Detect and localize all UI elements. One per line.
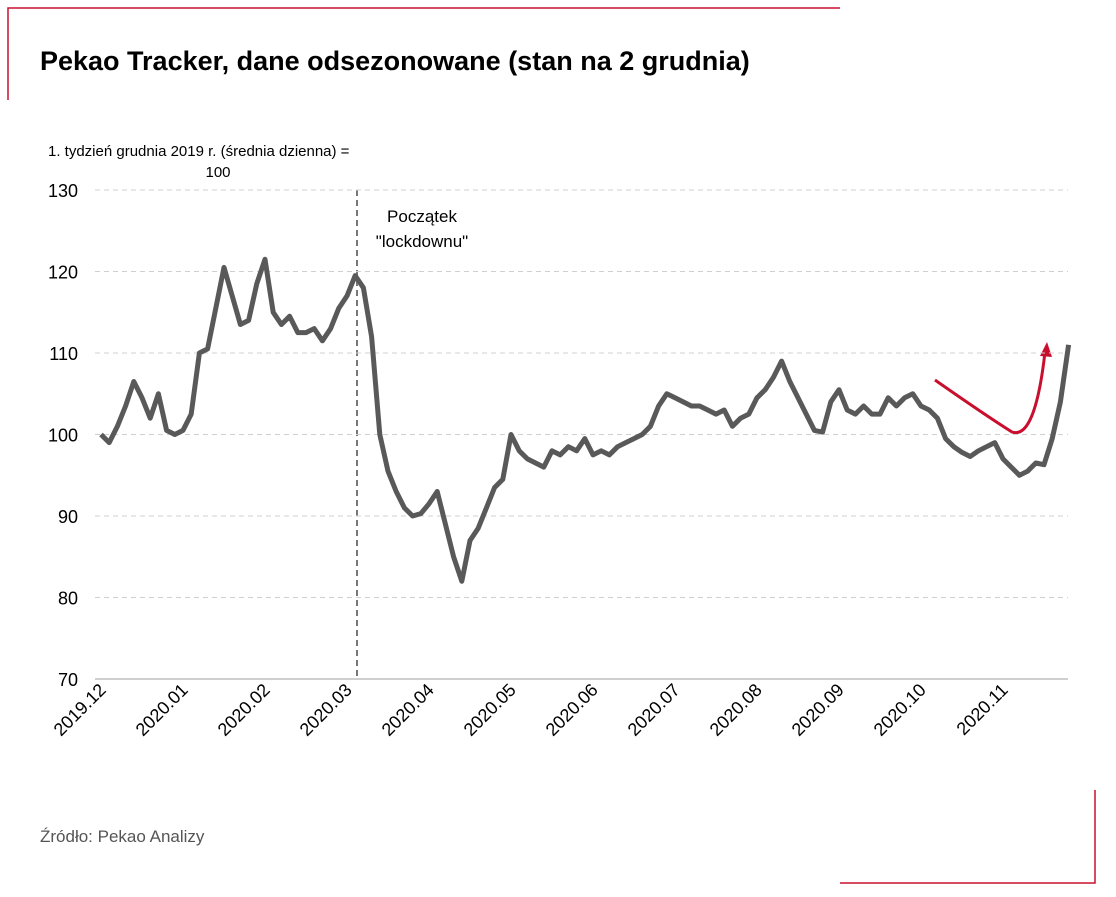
- y-tick-label: 90: [58, 507, 78, 527]
- y-tick-label: 110: [49, 344, 78, 364]
- source: Źródło: Pekao Analizy: [40, 827, 205, 846]
- x-tick-label: 2020.07: [624, 680, 684, 740]
- x-tick-label: 2020.03: [296, 680, 356, 740]
- x-tick-label: 2020.11: [953, 680, 1012, 739]
- y-tick-label: 100: [48, 426, 78, 446]
- y-tick-label: 80: [58, 589, 78, 609]
- x-tick-label: 2020.02: [214, 680, 274, 740]
- x-tick-label: 2020.05: [460, 680, 520, 740]
- y-tick-label: 70: [58, 670, 78, 690]
- x-tick-label: 2020.09: [788, 680, 848, 740]
- x-tick-label: 2020.08: [706, 680, 766, 740]
- annotation: Początek: [387, 207, 457, 226]
- data-line: [99, 256, 1072, 584]
- trend-arrow: [934, 351, 1047, 435]
- x-tick-label: 2020.10: [870, 680, 930, 740]
- x-tick-label: 2020.01: [132, 680, 192, 740]
- chart-title: Pekao Tracker, dane odsezonowane (stan n…: [40, 46, 750, 76]
- y-tick-label: 120: [48, 263, 78, 283]
- x-tick-label: 2020.04: [378, 680, 438, 740]
- frame-corner: [840, 790, 1096, 884]
- arrow-head: [1040, 342, 1052, 357]
- y-tick-label: 130: [48, 181, 78, 201]
- x-tick-label: 2020.06: [542, 680, 602, 740]
- y-axis-label: 100: [205, 164, 230, 181]
- frame-corner: [7, 7, 840, 100]
- annotation: "lockdownu": [376, 232, 468, 251]
- y-axis-label: 1. tydzień grudnia 2019 r. (średnia dzie…: [48, 143, 350, 160]
